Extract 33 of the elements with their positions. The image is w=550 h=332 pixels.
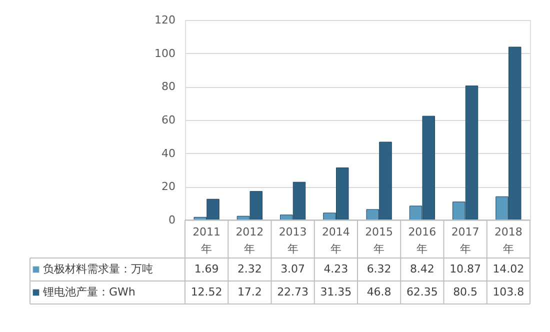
data-label: 14.02 bbox=[492, 262, 524, 276]
data-label: 6.32 bbox=[366, 262, 392, 276]
data-label: 31.35 bbox=[320, 286, 352, 298]
data-label: 17.2 bbox=[237, 286, 262, 298]
x-tick-label: 2016年 bbox=[408, 226, 436, 256]
data-label: 62.35 bbox=[406, 286, 438, 298]
data-label: 46.8 bbox=[366, 286, 392, 298]
data-label: 10.87 bbox=[450, 262, 482, 276]
data-label: 4.23 bbox=[324, 262, 348, 276]
data-label: 103.8 bbox=[492, 286, 524, 298]
data-label: 80.5 bbox=[453, 286, 478, 298]
data-label: 12.52 bbox=[190, 286, 222, 298]
y-tick-label: 20 bbox=[162, 180, 176, 194]
data-label: 22.73 bbox=[277, 286, 309, 298]
x-tick-label: 2011年 bbox=[192, 226, 221, 256]
y-tick-label: 100 bbox=[154, 46, 176, 60]
data-label: 3.07 bbox=[280, 262, 306, 276]
y-tick-label: 40 bbox=[162, 146, 176, 160]
data-label: 1.69 bbox=[194, 262, 219, 276]
x-tick-label: 2014年 bbox=[322, 226, 350, 256]
legend-label: 锂电池产量：GWh bbox=[42, 286, 136, 298]
x-tick-label: 2015年 bbox=[365, 226, 394, 256]
legend-label: 负极材料需求量：万吨 bbox=[43, 262, 153, 276]
y-tick-label: 120 bbox=[154, 14, 176, 26]
data-label: 2.32 bbox=[237, 262, 262, 276]
y-tick-label: 80 bbox=[162, 80, 176, 94]
y-tick-label: 60 bbox=[162, 114, 176, 126]
y-tick-label: 0 bbox=[168, 214, 176, 226]
x-tick-label: 2017年 bbox=[451, 226, 480, 256]
x-tick-label: 2018年 bbox=[494, 226, 522, 256]
x-tick-label: 2013年 bbox=[278, 226, 307, 256]
x-tick-label: 2012年 bbox=[236, 226, 264, 256]
data-label: 8.42 bbox=[410, 262, 434, 276]
